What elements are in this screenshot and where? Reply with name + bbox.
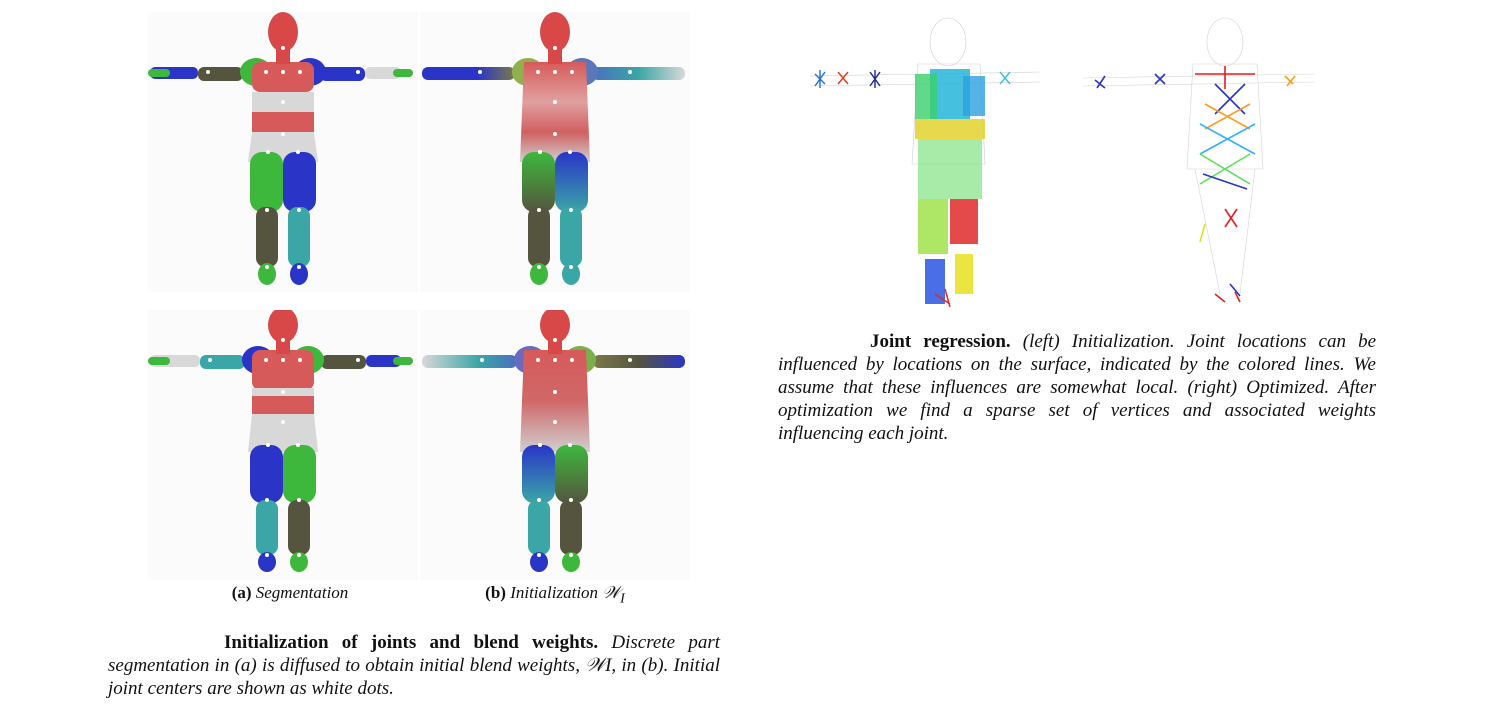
subcaption-a-label: (a) [231,583,252,602]
segmentation-back-render [148,310,418,580]
joint-regression-initialization-render [800,14,1045,310]
joint-regression-optimized-render [1075,14,1320,310]
subcaption-b: (b) Initialization 𝒲I [445,583,665,607]
left-caption-body: Discrete part segmentation in (a) is dif… [108,632,721,699]
right-figure-caption: Joint regression. (left) Initialization.… [778,330,1376,445]
segmentation-front-render [148,12,418,292]
right-caption-body: (left) Initialization. Joint locations c… [778,331,1377,444]
right-caption-lead: Joint regression. [870,331,1011,352]
subcaption-a-text: Segmentation [255,583,349,602]
initialization-back-render [420,310,690,580]
left-figure-caption: Initialization of joints and blend weigh… [108,631,720,700]
subcaption-b-subscript: I [620,590,625,607]
left-caption-lead: Initialization of joints and blend weigh… [224,632,599,653]
initialization-front-render [420,12,690,292]
subcaption-b-label: (b) [485,583,506,602]
subcaption-b-text: Initialization 𝒲 [510,583,621,602]
subcaption-a: (a) Segmentation [180,583,400,603]
